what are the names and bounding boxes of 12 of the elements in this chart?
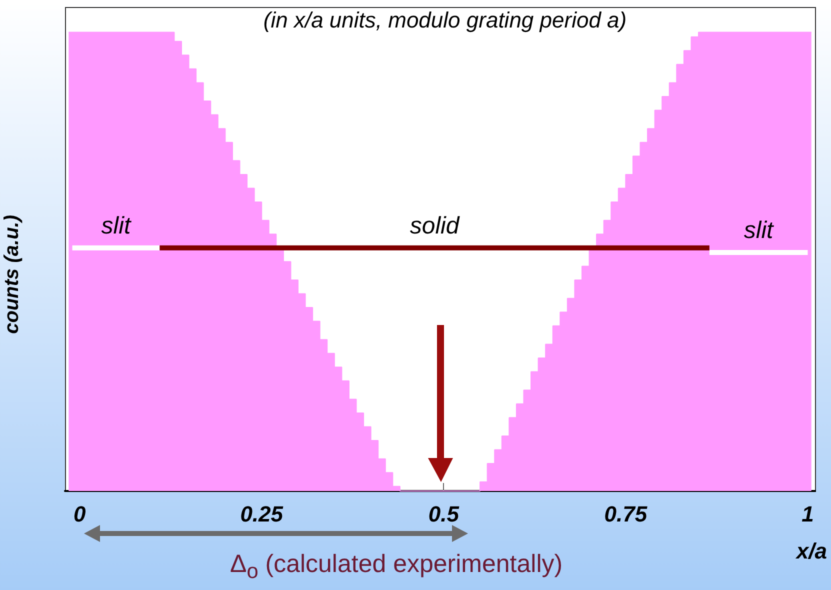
- y-axis-title: counts (a.u.): [1, 214, 23, 334]
- x-axis-title: x/a: [795, 538, 828, 564]
- series-label: slit: [101, 212, 132, 240]
- chart-subtitle: (in x/a units, modulo grating period a): [263, 8, 627, 32]
- series-label: solid: [410, 212, 460, 240]
- x-tick-label: 0.25: [240, 502, 284, 526]
- x-tick-label: 0.75: [604, 502, 648, 526]
- text: slit: [744, 216, 774, 244]
- x-tick-label: 1: [802, 502, 814, 526]
- x-tick-label: 0: [73, 502, 86, 526]
- x-tick-label: 0.5: [428, 502, 460, 526]
- text: Δ$_{o}$ (calculated experimentally): [230, 550, 564, 584]
